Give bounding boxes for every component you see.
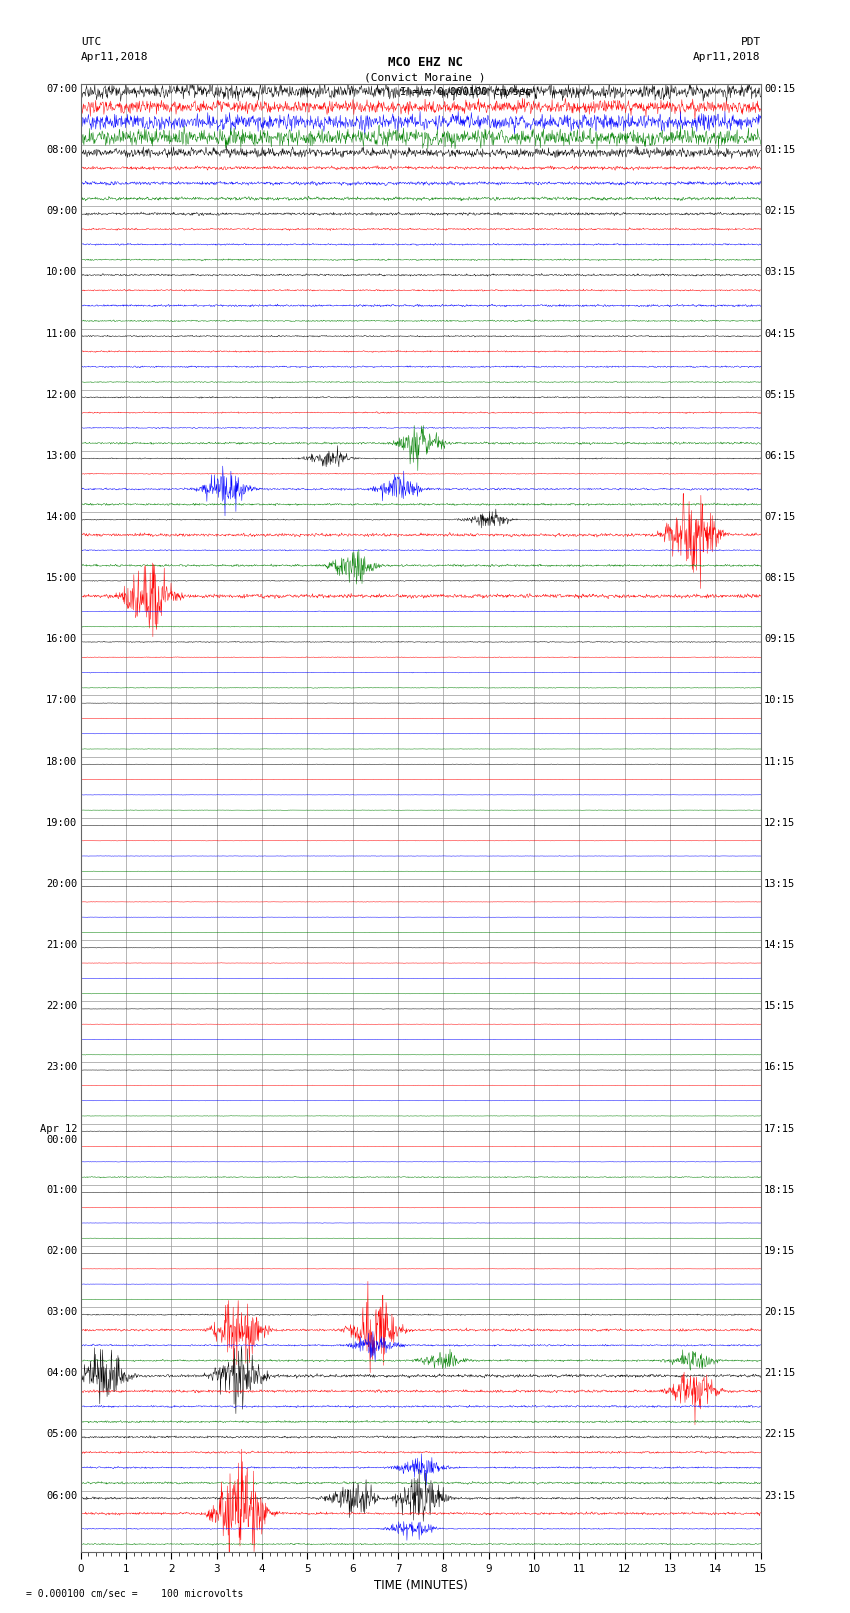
Text: Apr11,2018: Apr11,2018 xyxy=(694,52,761,61)
Text: 23:00: 23:00 xyxy=(46,1063,77,1073)
Text: I = = 0.000100 cm/sec: I = = 0.000100 cm/sec xyxy=(400,87,530,97)
Text: 19:00: 19:00 xyxy=(46,818,77,827)
Text: 22:00: 22:00 xyxy=(46,1002,77,1011)
Text: 11:15: 11:15 xyxy=(764,756,796,766)
Text: 00:15: 00:15 xyxy=(764,84,796,94)
Text: 02:00: 02:00 xyxy=(46,1245,77,1257)
Text: 22:15: 22:15 xyxy=(764,1429,796,1439)
Text: 18:15: 18:15 xyxy=(764,1184,796,1195)
Text: 03:15: 03:15 xyxy=(764,268,796,277)
Text: 05:00: 05:00 xyxy=(46,1429,77,1439)
Text: 20:00: 20:00 xyxy=(46,879,77,889)
Text: 13:15: 13:15 xyxy=(764,879,796,889)
Text: 09:15: 09:15 xyxy=(764,634,796,644)
Text: 09:00: 09:00 xyxy=(46,206,77,216)
Text: 08:15: 08:15 xyxy=(764,573,796,584)
Text: 18:00: 18:00 xyxy=(46,756,77,766)
Text: 17:15: 17:15 xyxy=(764,1124,796,1134)
Text: 08:00: 08:00 xyxy=(46,145,77,155)
Text: 10:15: 10:15 xyxy=(764,695,796,705)
Text: Apr 12
00:00: Apr 12 00:00 xyxy=(40,1124,77,1145)
Text: 12:00: 12:00 xyxy=(46,390,77,400)
Text: 14:00: 14:00 xyxy=(46,511,77,523)
Text: 12:15: 12:15 xyxy=(764,818,796,827)
Text: = 0.000100 cm/sec =    100 microvolts: = 0.000100 cm/sec = 100 microvolts xyxy=(26,1589,243,1598)
Text: 01:00: 01:00 xyxy=(46,1184,77,1195)
Text: 14:15: 14:15 xyxy=(764,940,796,950)
Text: 11:00: 11:00 xyxy=(46,329,77,339)
Text: 07:15: 07:15 xyxy=(764,511,796,523)
Text: 23:15: 23:15 xyxy=(764,1490,796,1500)
Text: 15:15: 15:15 xyxy=(764,1002,796,1011)
Text: MCO EHZ NC: MCO EHZ NC xyxy=(388,56,462,69)
Text: PDT: PDT xyxy=(740,37,761,47)
Text: 16:00: 16:00 xyxy=(46,634,77,644)
Text: UTC: UTC xyxy=(81,37,101,47)
Text: 07:00: 07:00 xyxy=(46,84,77,94)
Text: 03:00: 03:00 xyxy=(46,1307,77,1318)
Text: 16:15: 16:15 xyxy=(764,1063,796,1073)
Text: 06:00: 06:00 xyxy=(46,1490,77,1500)
Text: (Convict Moraine ): (Convict Moraine ) xyxy=(365,73,485,82)
Text: 20:15: 20:15 xyxy=(764,1307,796,1318)
Text: 06:15: 06:15 xyxy=(764,450,796,461)
Text: 21:00: 21:00 xyxy=(46,940,77,950)
Text: 19:15: 19:15 xyxy=(764,1245,796,1257)
Text: 02:15: 02:15 xyxy=(764,206,796,216)
X-axis label: TIME (MINUTES): TIME (MINUTES) xyxy=(374,1579,468,1592)
Text: 04:15: 04:15 xyxy=(764,329,796,339)
Text: 13:00: 13:00 xyxy=(46,450,77,461)
Text: 05:15: 05:15 xyxy=(764,390,796,400)
Text: 04:00: 04:00 xyxy=(46,1368,77,1378)
Text: 17:00: 17:00 xyxy=(46,695,77,705)
Text: Apr11,2018: Apr11,2018 xyxy=(81,52,148,61)
Text: 01:15: 01:15 xyxy=(764,145,796,155)
Text: 21:15: 21:15 xyxy=(764,1368,796,1378)
Text: 15:00: 15:00 xyxy=(46,573,77,584)
Text: 10:00: 10:00 xyxy=(46,268,77,277)
